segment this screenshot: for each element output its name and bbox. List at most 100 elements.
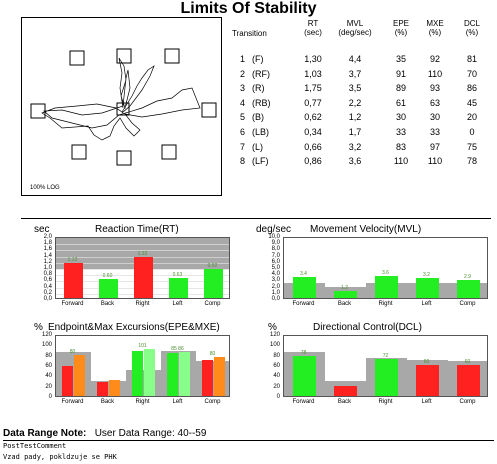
table-cell-mvl: 3,7 — [348, 68, 362, 79]
rt-y-tick: 0,6 — [43, 277, 52, 284]
data-range-value: User Data Range: 40--59 — [94, 428, 207, 439]
table-cell-rt: 1,75 — [304, 83, 322, 94]
mvl-y-tick: 6,0 — [271, 258, 280, 265]
mvl-y-tick: 1,0 — [271, 289, 280, 296]
rt-gridline — [56, 250, 229, 252]
header-mxe-unit: (%) — [428, 28, 442, 37]
epe-y-tick: 40 — [45, 373, 52, 380]
epe-value-label: 85 86 — [171, 345, 184, 352]
table-cell-mvl: 3,6 — [348, 156, 362, 167]
dcl-x-label: Right — [378, 399, 393, 405]
header-mvl-unit: (deg/sec) — [338, 28, 372, 37]
rt-unit: sec — [34, 224, 50, 235]
rt-gridline — [56, 269, 229, 270]
mvl-bar — [293, 276, 316, 298]
table-cell-epe: 83 — [395, 141, 406, 152]
table-cell-dir: (B) — [252, 112, 264, 123]
table-cell-num: 7 — [240, 141, 246, 152]
sway-trace — [41, 57, 201, 141]
header-transition-label: Transition — [232, 29, 267, 38]
table-cell-dcl: 0 — [469, 127, 475, 137]
rt-x-label: Comp — [204, 301, 221, 307]
epe-value-label: 80 — [209, 350, 216, 357]
dcl-y-tick: 100 — [269, 342, 280, 349]
epe-y-tick: 100 — [41, 342, 52, 349]
table-cell-dir: (R) — [252, 83, 265, 94]
rt-gridline — [56, 262, 229, 264]
dcl-unit: % — [268, 322, 277, 333]
mvl-unit: deg/sec — [256, 224, 292, 235]
target-box-lf — [116, 48, 132, 64]
epe-bar — [97, 381, 109, 396]
rt-y-tick: 0,8 — [43, 271, 52, 278]
rt-y-tick: 1,0 — [43, 265, 52, 271]
epe-y-tick: 80 — [45, 352, 52, 359]
rt-bar — [63, 263, 84, 298]
dcl-plot-area — [283, 335, 488, 397]
mvl-value-label: 3.6 — [382, 269, 389, 276]
rt-gridline — [56, 287, 229, 289]
table-cell-num: 8 — [240, 156, 246, 167]
header-dcl: DCL (%) — [457, 19, 487, 37]
dcl-bar — [457, 365, 480, 396]
rt-gridline — [56, 281, 229, 283]
mvl-value-label: 3.4 — [300, 270, 307, 277]
rt-value-label: 1.32 — [137, 251, 148, 258]
dcl-y-tick: 120 — [269, 332, 280, 338]
mvl-x-label: Comp — [459, 301, 476, 307]
mvl-y-tick: 10,0 — [268, 234, 280, 240]
table-cell-rt: 1,30 — [304, 54, 322, 64]
epe-norm-region — [161, 350, 196, 396]
rt-bar — [98, 279, 119, 298]
dcl-y-tick: 80 — [273, 352, 280, 359]
target-box-lb — [71, 144, 87, 160]
header-dcl-label: DCL — [463, 19, 480, 28]
mvl-y-tick: 4,0 — [271, 271, 280, 278]
mvl-value-label: 2.9 — [464, 274, 471, 281]
table-cell-mvl: 4,4 — [348, 54, 362, 64]
rt-value-label: 0.60 — [102, 273, 113, 280]
header-rt-unit: (sec) — [304, 28, 322, 37]
rt-y-tick: 0,4 — [43, 283, 52, 290]
dcl-norm-region — [284, 351, 325, 396]
table-cell-mxe: 33 — [429, 127, 440, 137]
table-cell-dir: (F) — [252, 54, 264, 64]
dcl-norm-region — [407, 359, 448, 396]
mvl-bar — [334, 290, 357, 298]
header-mvl-label: MVL — [346, 19, 364, 28]
mvl-y-tick: 0,0 — [271, 296, 280, 302]
table-cell-dir: (RB) — [252, 97, 271, 108]
table-cell-dcl: 70 — [466, 68, 477, 79]
rt-y-tick: 1,8 — [43, 240, 52, 247]
rt-bar — [168, 278, 189, 298]
mvl-norm-region — [366, 283, 407, 298]
log-label: 100% LOG — [30, 185, 60, 191]
epe-plot-area — [55, 335, 230, 397]
footer-divider — [3, 440, 494, 441]
epe-y-tick: 60 — [45, 363, 52, 369]
table-cell-rt: 0,66 — [304, 141, 322, 152]
epe-bar — [202, 359, 214, 396]
header-rt-label: RT — [307, 19, 319, 28]
table-cell-epe: 89 — [395, 83, 406, 94]
post-test-comment-label: PostTestComment — [3, 442, 67, 450]
mvl-y-tick: 9,0 — [271, 240, 280, 247]
epe-value-label: 80 — [69, 348, 76, 355]
section-divider — [21, 218, 491, 219]
epe-value-label: 101 — [138, 342, 147, 349]
table-cell-dcl: 20 — [466, 112, 477, 123]
data-range-note: Data Range Note: User Data Range: 40--59 — [3, 428, 206, 440]
post-test-comment-text: Vzad pady, pokldzuje se PHK — [3, 453, 117, 461]
epe-norm-region — [126, 370, 161, 396]
table-cell-epe: 61 — [395, 97, 406, 108]
rt-y-tick: 1,6 — [43, 246, 52, 253]
table-cell-mxe: 110 — [427, 68, 443, 79]
stability-trace-svg — [30, 48, 217, 166]
table-cell-rt: 0,86 — [304, 156, 322, 167]
table-cell-num: 1 — [240, 54, 246, 64]
epe-bar — [62, 366, 74, 396]
dcl-x-label: Left — [421, 399, 432, 405]
epe-norm-region — [91, 380, 126, 396]
dcl-x-label: Back — [337, 399, 352, 405]
rt-y-tick: 2,0 — [43, 234, 52, 240]
